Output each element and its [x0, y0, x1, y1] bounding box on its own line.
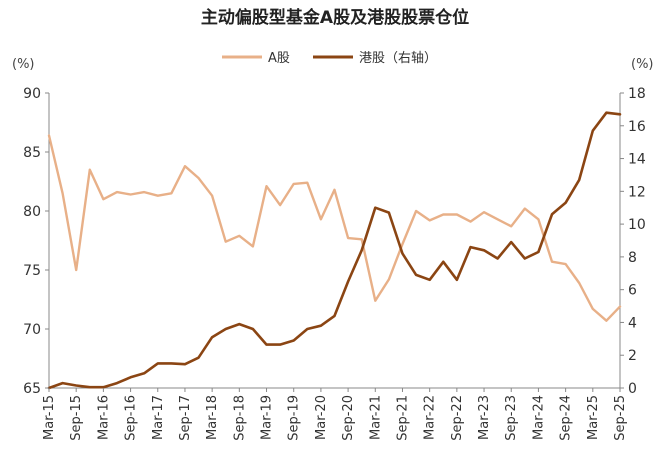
x-tick-label: Mar-20 [314, 395, 329, 440]
right-y-tick-label: 16 [628, 119, 646, 135]
right-y-tick-label: 2 [628, 348, 637, 364]
x-tick-label: Sep-19 [287, 395, 302, 441]
series-line-hk-share [47, 111, 622, 390]
right-y-tick-label: 0 [628, 381, 637, 397]
left-y-tick-label: 85 [23, 145, 41, 161]
x-tick-label: Sep-22 [450, 395, 465, 441]
x-tick-label: Mar-15 [42, 395, 57, 440]
x-tick-label: Mar-18 [205, 395, 220, 440]
right-y-tick-label: 4 [628, 315, 637, 331]
x-tick-label: Sep-17 [178, 395, 193, 441]
x-tick-label: Mar-17 [151, 395, 166, 440]
x-tick-label: Mar-21 [368, 395, 383, 440]
x-tick-label: Mar-19 [260, 395, 275, 440]
x-tick-label: Sep-15 [69, 395, 84, 441]
series-layer [47, 111, 622, 390]
left-y-tick-label: 65 [23, 381, 41, 397]
x-tick-label: Sep-16 [124, 395, 139, 441]
left-axis-unit: (%) [12, 57, 35, 72]
chart-title: 主动偏股型基金A股及港股股票仓位 [201, 7, 469, 28]
right-y-axis-ticks: 0 2 4 6 8 10 12 14 16 18 [620, 86, 646, 397]
x-tick-label: Mar-22 [423, 395, 438, 440]
x-tick-label: Mar-25 [586, 395, 601, 440]
x-tick-label: Sep-24 [559, 395, 574, 441]
x-tick-label: Sep-18 [232, 395, 247, 441]
axes [48, 93, 621, 389]
legend-label-a-share: A股 [268, 51, 290, 66]
right-y-tick-label: 8 [628, 250, 637, 266]
x-tick-label: Sep-23 [504, 395, 519, 441]
legend-label-hk-share: 港股（右轴） [359, 51, 437, 66]
right-y-tick-label: 18 [628, 86, 646, 102]
x-tick-label: Mar-16 [96, 395, 111, 440]
right-y-tick-label: 6 [628, 283, 637, 299]
left-y-axis-ticks: 65 70 75 80 85 90 [23, 86, 49, 397]
left-y-tick-label: 80 [23, 204, 41, 220]
legend: A股 港股（右轴） [222, 51, 437, 66]
right-y-tick-label: 14 [628, 152, 646, 168]
x-tick-label: Sep-21 [395, 395, 410, 441]
right-axis-unit: (%) [631, 57, 654, 72]
left-y-tick-label: 90 [23, 86, 41, 102]
x-tick-label: Mar-24 [531, 395, 546, 440]
left-y-tick-label: 75 [23, 263, 41, 279]
x-tick-label: Sep-20 [341, 395, 356, 441]
right-y-tick-label: 12 [628, 184, 646, 200]
left-y-tick-label: 70 [23, 322, 41, 338]
right-y-tick-label: 10 [628, 217, 646, 233]
series-line-a-share [47, 134, 622, 322]
x-tick-label: Mar-23 [477, 395, 492, 440]
x-tick-label: Sep-25 [613, 395, 628, 441]
x-axis-ticks: Mar-15 Sep-15 Mar-16 Sep-16 Mar-17 Sep-17 Mar-… [42, 388, 628, 441]
